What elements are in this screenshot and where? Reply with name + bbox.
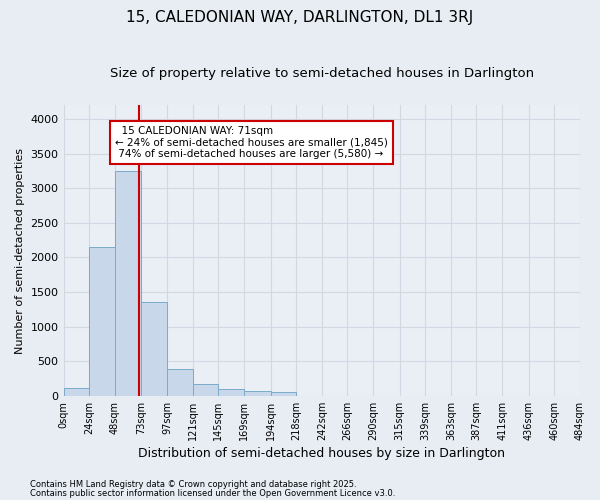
Bar bbox=[64, 388, 89, 396]
Bar bbox=[271, 392, 296, 396]
Text: 15 CALEDONIAN WAY: 71sqm
← 24% of semi-detached houses are smaller (1,845)
 74% : 15 CALEDONIAN WAY: 71sqm ← 24% of semi-d… bbox=[115, 126, 388, 159]
Bar bbox=[115, 171, 142, 396]
Bar bbox=[89, 247, 115, 396]
Y-axis label: Number of semi-detached properties: Number of semi-detached properties bbox=[15, 148, 25, 354]
Text: Contains public sector information licensed under the Open Government Licence v3: Contains public sector information licen… bbox=[30, 488, 395, 498]
Bar bbox=[218, 389, 244, 396]
Text: Contains HM Land Registry data © Crown copyright and database right 2025.: Contains HM Land Registry data © Crown c… bbox=[30, 480, 356, 489]
Bar bbox=[142, 302, 167, 396]
Bar bbox=[167, 369, 193, 396]
X-axis label: Distribution of semi-detached houses by size in Darlington: Distribution of semi-detached houses by … bbox=[138, 447, 505, 460]
Text: 15, CALEDONIAN WAY, DARLINGTON, DL1 3RJ: 15, CALEDONIAN WAY, DARLINGTON, DL1 3RJ bbox=[127, 10, 473, 25]
Bar bbox=[244, 392, 271, 396]
Title: Size of property relative to semi-detached houses in Darlington: Size of property relative to semi-detach… bbox=[110, 68, 534, 80]
Bar bbox=[193, 384, 218, 396]
